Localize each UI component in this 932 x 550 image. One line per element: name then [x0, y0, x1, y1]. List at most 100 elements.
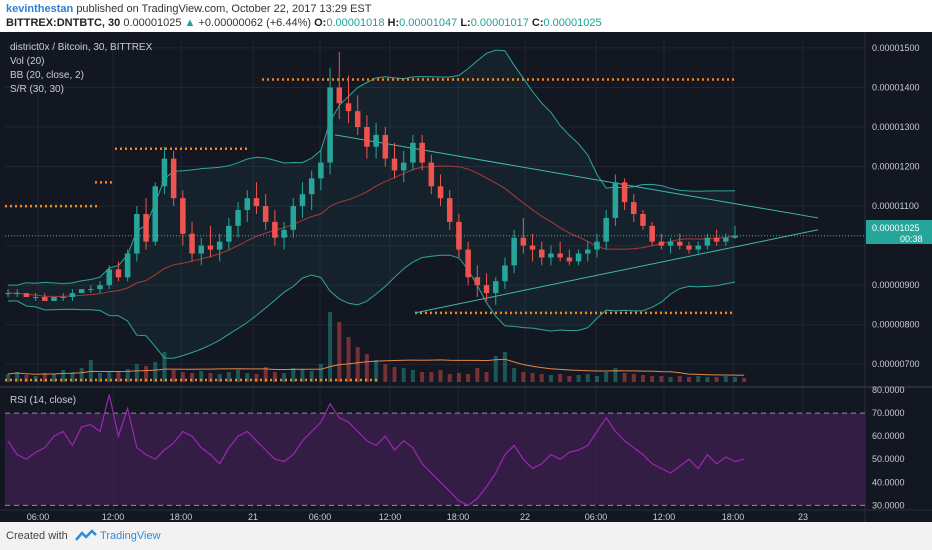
- up-arrow-icon: ▲: [185, 17, 196, 29]
- volume-bar: [337, 322, 341, 382]
- high-value: 0.00001047: [399, 17, 457, 29]
- legend-sr: S/R (30, 30): [10, 84, 64, 95]
- candle-body: [465, 250, 471, 278]
- footer: Created with TradingView: [0, 522, 932, 550]
- volume-bar: [623, 373, 627, 382]
- time-tick-label: 18:00: [447, 512, 470, 522]
- volume-bar: [531, 373, 535, 382]
- author-link[interactable]: kevinthestan: [6, 3, 73, 15]
- volume-bar: [346, 337, 350, 382]
- time-tick-label: 22: [520, 512, 530, 522]
- time-tick-label: 23: [798, 512, 808, 522]
- close-value: 0.00001025: [544, 17, 602, 29]
- candle-body: [51, 297, 57, 301]
- volume-bar: [567, 376, 571, 382]
- candle-body: [622, 182, 628, 202]
- candle-body: [493, 281, 499, 293]
- created-with-label: Created with: [6, 530, 68, 542]
- candle-body: [226, 226, 232, 242]
- chart-header: kevinthestan published on TradingView.co…: [0, 0, 932, 32]
- candle-body: [668, 242, 674, 246]
- price-tick-label: 0.00001400: [872, 82, 920, 92]
- candle-body: [24, 293, 30, 297]
- volume-bar: [429, 372, 433, 382]
- candle-body: [567, 257, 573, 261]
- candle-body: [695, 246, 701, 250]
- rsi-tick-label: 50.0000: [872, 454, 905, 464]
- rsi-tick-label: 40.0000: [872, 477, 905, 487]
- low-label: L:: [460, 17, 470, 29]
- candle-body: [714, 238, 720, 242]
- candle-body: [346, 103, 352, 111]
- volume-bar: [374, 360, 378, 382]
- volume-bar: [439, 370, 443, 382]
- candle-body: [723, 238, 729, 242]
- candle-body: [180, 198, 186, 234]
- open-label: O:: [314, 17, 326, 29]
- candle-body: [585, 250, 591, 254]
- volume-bar: [577, 375, 581, 382]
- price-tick-label: 0.00001300: [872, 122, 920, 132]
- price-change: +0.00000062 (+6.44%): [198, 17, 311, 29]
- low-value: 0.00001017: [471, 17, 529, 29]
- rsi-tick-label: 70.0000: [872, 408, 905, 418]
- volume-bar: [116, 372, 120, 382]
- candle-body: [649, 226, 655, 242]
- volume-bar: [402, 368, 406, 382]
- candle-body: [162, 159, 168, 187]
- volume-bar: [512, 368, 516, 382]
- candle-body: [447, 198, 453, 222]
- candle-body: [327, 87, 333, 162]
- rsi-tick-label: 30.0000: [872, 500, 905, 510]
- chart-svg[interactable]: 0.00001500 0.00001400 0.00001300 0.00001200…: [0, 32, 932, 522]
- volume-bar: [715, 377, 719, 382]
- candle-body: [557, 254, 563, 258]
- candle-body: [392, 159, 398, 171]
- price-tick-label: 0.00000800: [872, 320, 920, 330]
- candle-body: [613, 182, 619, 218]
- candle-body: [511, 238, 517, 266]
- volume-bar: [558, 374, 562, 382]
- price-tick-label: 0.00001100: [872, 201, 919, 211]
- tradingview-brand[interactable]: TradingView: [100, 530, 161, 542]
- volume-bar: [420, 372, 424, 382]
- rsi-panel[interactable]: [5, 395, 865, 506]
- candle-body: [475, 277, 481, 285]
- chart-area[interactable]: 0.00001500 0.00001400 0.00001300 0.00001200…: [0, 32, 932, 522]
- publish-line: kevinthestan published on TradingView.co…: [6, 3, 371, 15]
- price-badge-value: 0.00001025: [872, 223, 920, 233]
- candle-body: [438, 186, 444, 198]
- candle-body: [189, 234, 195, 254]
- volume-bar: [696, 376, 700, 382]
- open-value: 0.00001018: [326, 17, 384, 29]
- volume-bar: [466, 374, 470, 382]
- candle-body: [198, 246, 204, 254]
- symbol-label: BITTREX:DNTBTC, 30: [6, 17, 120, 29]
- candle-body: [631, 202, 637, 214]
- volume-bar: [383, 364, 387, 382]
- candle-body: [410, 143, 416, 163]
- legend-vol: Vol (20): [10, 56, 44, 67]
- time-tick-label: 18:00: [722, 512, 745, 522]
- time-tick-label: 21: [248, 512, 258, 522]
- candle-body: [171, 159, 177, 199]
- candle-body: [705, 238, 711, 246]
- rsi-tick-label: 60.0000: [872, 431, 905, 441]
- candle-body: [429, 163, 435, 187]
- close-label: C:: [532, 17, 544, 29]
- volume-bar: [365, 354, 369, 382]
- volume-bar: [687, 377, 691, 382]
- price-tick-label: 0.00000900: [872, 280, 920, 290]
- volume-bar: [356, 347, 360, 382]
- volume-bar: [521, 372, 525, 382]
- volume-bar: [328, 312, 332, 382]
- volume-bar: [586, 374, 590, 382]
- volume-bar: [641, 375, 645, 382]
- tradingview-logo-icon[interactable]: [75, 528, 97, 544]
- candle-body: [60, 297, 66, 298]
- candle-body: [70, 293, 76, 297]
- volume-bar: [742, 378, 746, 382]
- candle-body: [97, 285, 103, 289]
- high-label: H:: [388, 17, 400, 29]
- candle-body: [603, 218, 609, 242]
